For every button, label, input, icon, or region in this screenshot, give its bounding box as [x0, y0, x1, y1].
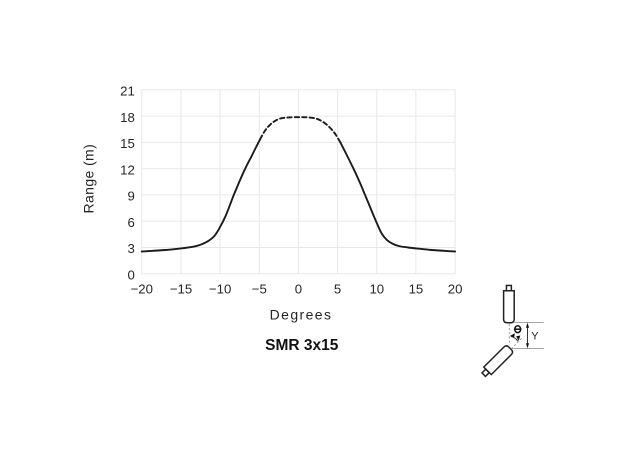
- svg-text:−5: −5: [252, 282, 267, 297]
- svg-text:Range (m): Range (m): [81, 144, 97, 214]
- svg-text:6: 6: [127, 215, 134, 230]
- svg-text:0: 0: [295, 282, 302, 297]
- svg-text:9: 9: [127, 189, 134, 204]
- svg-text:SMR 3x15: SMR 3x15: [265, 337, 339, 354]
- svg-text:20: 20: [448, 282, 463, 297]
- svg-text:15: 15: [409, 282, 424, 297]
- svg-text:Degrees: Degrees: [270, 306, 333, 322]
- svg-text:3: 3: [127, 241, 134, 256]
- svg-text:10: 10: [369, 282, 384, 297]
- svg-text:18: 18: [120, 110, 135, 125]
- svg-text:5: 5: [334, 282, 341, 297]
- svg-text:−15: −15: [170, 282, 192, 297]
- svg-text:15: 15: [120, 136, 135, 151]
- svg-text:−10: −10: [209, 282, 231, 297]
- svg-text:21: 21: [120, 84, 135, 99]
- svg-text:12: 12: [120, 162, 135, 177]
- svg-text:Y: Y: [531, 330, 539, 342]
- svg-text:−20: −20: [131, 282, 153, 297]
- svg-text:0: 0: [127, 268, 134, 283]
